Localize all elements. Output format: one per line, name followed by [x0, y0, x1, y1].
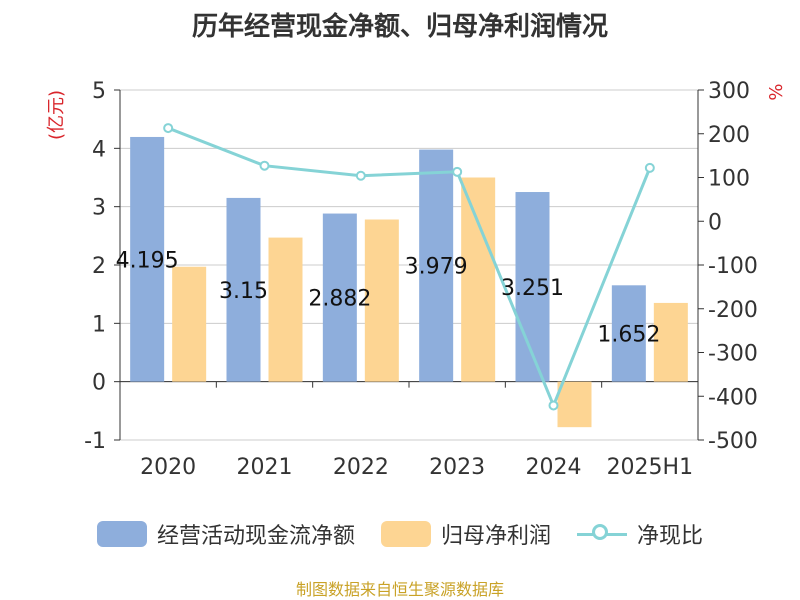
- x-tick-label: 2024: [526, 455, 582, 480]
- legend-swatch-net-profit: [380, 521, 431, 547]
- data-label-cashflow: 1.652: [597, 322, 660, 347]
- y-left-tick-label: 1: [92, 312, 106, 337]
- bar-cashflow: [515, 192, 550, 382]
- legend-swatch-ratio: [577, 521, 627, 547]
- legend: 经营活动现金流净额 归母净利润 净现比: [0, 518, 800, 550]
- y-left-tick-label: 3: [92, 196, 106, 221]
- bar-net-profit: [172, 266, 207, 382]
- bar-cashflow: [130, 136, 165, 382]
- bar-cashflow: [322, 213, 357, 382]
- data-label-cashflow: 4.195: [116, 248, 179, 273]
- bar-cashflow: [226, 197, 261, 382]
- data-label-cashflow: 3.251: [501, 276, 564, 301]
- bar-net-profit: [461, 177, 496, 382]
- ratio-point: [548, 400, 559, 411]
- chart-title: 历年经营现金净额、归母净利润情况: [191, 12, 608, 42]
- data-source: 制图数据来自恒生聚源数据库: [295, 580, 504, 599]
- y-right-tick-label: -300: [708, 342, 758, 367]
- legend-item-net-profit[interactable]: 归母净利润: [380, 518, 551, 550]
- bar-net-profit: [364, 219, 399, 382]
- legend-item-ratio[interactable]: 净现比: [577, 518, 703, 550]
- data-label-cashflow: 3.15: [219, 279, 268, 304]
- y-right-tick-label: -100: [708, 254, 758, 279]
- legend-label-net-profit: 归母净利润: [440, 524, 551, 549]
- y-right-axis-label: %: [766, 83, 787, 100]
- data-label-cashflow: 3.979: [405, 255, 468, 280]
- bar-cashflow: [419, 149, 454, 382]
- ratio-point: [644, 162, 655, 173]
- y-left-tick-label: -1: [84, 429, 106, 454]
- y-left-axis-label: (亿元): [46, 90, 67, 140]
- y-right-tick-label: 100: [708, 167, 750, 192]
- x-tick-label: 2022: [333, 455, 389, 480]
- x-tick-label: 2020: [140, 455, 196, 480]
- y-right-tick-label: -500: [708, 429, 758, 454]
- legend-label-cashflow: 经营活动现金流净额: [156, 524, 355, 549]
- ratio-point: [355, 170, 366, 181]
- y-right-tick-label: -400: [708, 385, 758, 410]
- y-right-tick-label: -200: [708, 298, 758, 323]
- ratio-point: [452, 166, 463, 177]
- data-label-cashflow: 2.882: [308, 287, 371, 312]
- bar-cashflow: [611, 285, 646, 382]
- ratio-point: [163, 123, 174, 134]
- bar-net-profit: [557, 381, 592, 428]
- legend-item-cashflow[interactable]: 经营活动现金流净额: [96, 518, 355, 550]
- bar-net-profit: [268, 237, 303, 382]
- x-tick-label: 2021: [237, 455, 293, 480]
- y-left-tick-label: 5: [92, 79, 106, 104]
- y-right-tick-label: 300: [708, 79, 750, 104]
- y-right-tick-label: 0: [708, 210, 722, 235]
- ratio-point: [259, 160, 270, 171]
- y-left-tick-label: 4: [92, 137, 106, 162]
- legend-swatch-cashflow: [96, 521, 147, 547]
- x-tick-label: 2025H1: [607, 455, 694, 480]
- bar-net-profit: [653, 302, 688, 382]
- y-right-tick-label: 200: [708, 123, 750, 148]
- x-tick-label: 2023: [429, 455, 485, 480]
- y-left-tick-label: 0: [92, 371, 106, 396]
- legend-label-ratio: 净现比: [637, 524, 704, 549]
- line-ratio: [167, 126, 652, 410]
- y-left-tick-label: 2: [92, 254, 106, 279]
